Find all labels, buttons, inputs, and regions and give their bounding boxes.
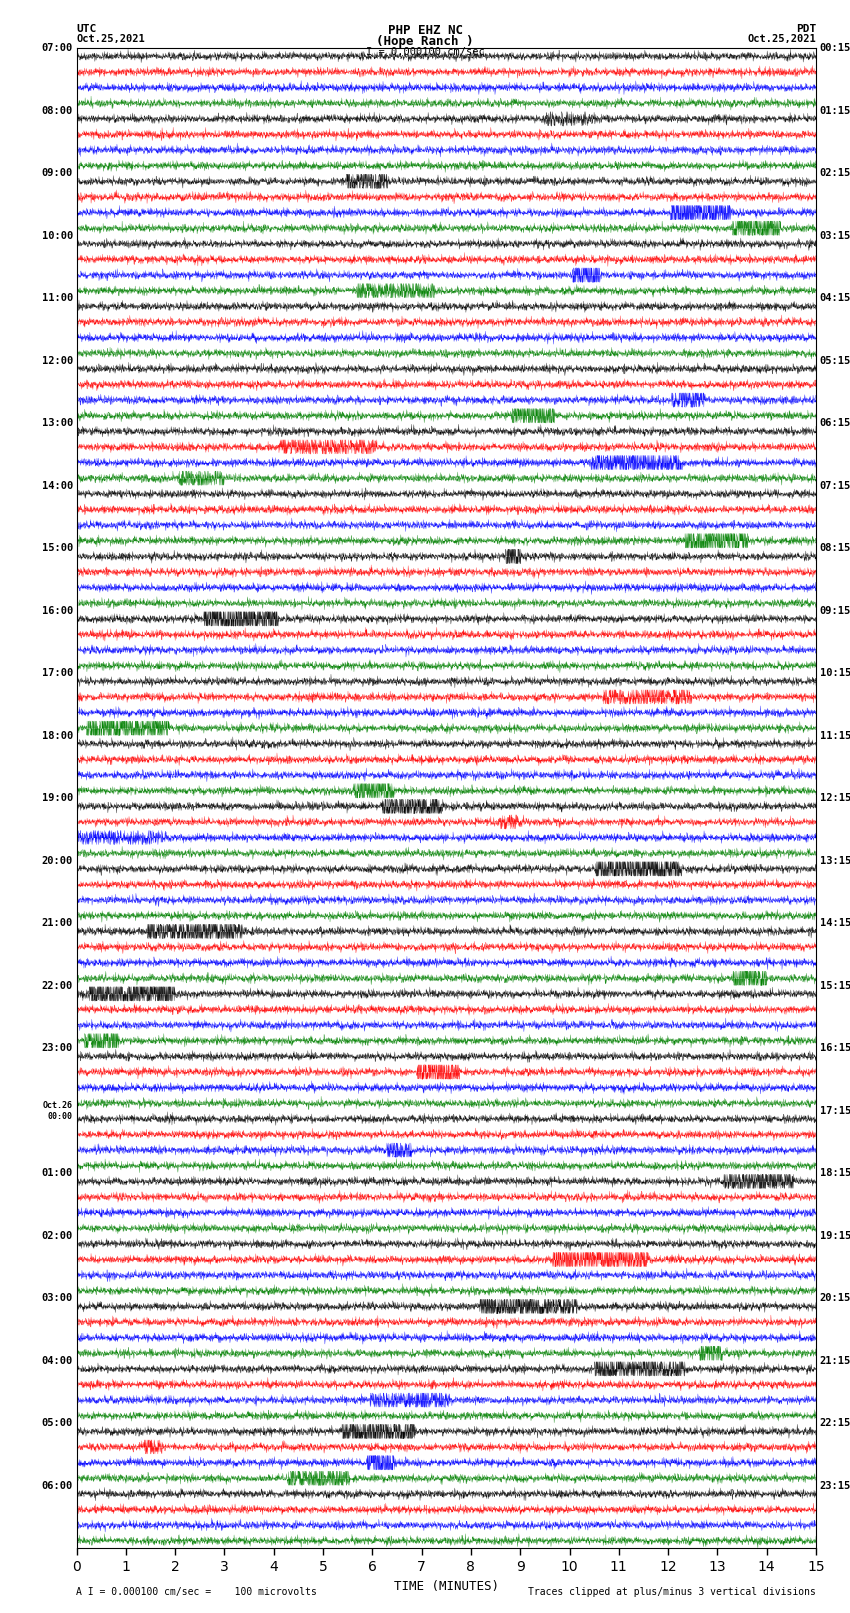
Text: 11:15: 11:15: [819, 731, 850, 740]
Text: 21:15: 21:15: [819, 1357, 850, 1366]
Text: 20:15: 20:15: [819, 1294, 850, 1303]
Text: 03:15: 03:15: [819, 231, 850, 240]
Text: A I = 0.000100 cm/sec =    100 microvolts: A I = 0.000100 cm/sec = 100 microvolts: [76, 1587, 317, 1597]
Text: 13:15: 13:15: [819, 857, 850, 866]
Text: (Hope Ranch ): (Hope Ranch ): [377, 35, 473, 48]
X-axis label: TIME (MINUTES): TIME (MINUTES): [394, 1579, 499, 1594]
Text: 22:00: 22:00: [42, 981, 73, 990]
Text: 14:15: 14:15: [819, 918, 850, 929]
Text: 10:15: 10:15: [819, 668, 850, 679]
Text: 05:00: 05:00: [42, 1418, 73, 1429]
Text: 17:15: 17:15: [819, 1107, 850, 1116]
Text: 04:15: 04:15: [819, 294, 850, 303]
Text: PDT: PDT: [796, 24, 816, 34]
Text: 01:00: 01:00: [42, 1168, 73, 1179]
Text: 18:15: 18:15: [819, 1168, 850, 1179]
Text: 18:00: 18:00: [42, 731, 73, 740]
Text: 23:00: 23:00: [42, 1044, 73, 1053]
Text: Oct.25,2021: Oct.25,2021: [747, 34, 816, 44]
Text: 13:00: 13:00: [42, 418, 73, 429]
Text: 16:00: 16:00: [42, 606, 73, 616]
Text: 12:00: 12:00: [42, 356, 73, 366]
Text: UTC: UTC: [76, 24, 97, 34]
Text: 20:00: 20:00: [42, 857, 73, 866]
Text: 12:15: 12:15: [819, 794, 850, 803]
Text: Oct.26
00:00: Oct.26 00:00: [42, 1102, 73, 1121]
Text: 02:15: 02:15: [819, 168, 850, 179]
Text: Traces clipped at plus/minus 3 vertical divisions: Traces clipped at plus/minus 3 vertical …: [528, 1587, 816, 1597]
Text: 03:00: 03:00: [42, 1294, 73, 1303]
Text: I = 0.000100 cm/sec: I = 0.000100 cm/sec: [366, 47, 484, 56]
Text: 23:15: 23:15: [819, 1481, 850, 1490]
Text: 14:00: 14:00: [42, 481, 73, 490]
Text: 02:00: 02:00: [42, 1231, 73, 1240]
Text: 22:15: 22:15: [819, 1418, 850, 1429]
Text: 04:00: 04:00: [42, 1357, 73, 1366]
Text: 11:00: 11:00: [42, 294, 73, 303]
Text: 15:00: 15:00: [42, 544, 73, 553]
Text: 09:00: 09:00: [42, 168, 73, 179]
Text: 10:00: 10:00: [42, 231, 73, 240]
Text: 01:15: 01:15: [819, 106, 850, 116]
Text: 08:15: 08:15: [819, 544, 850, 553]
Text: 06:00: 06:00: [42, 1481, 73, 1490]
Text: 06:15: 06:15: [819, 418, 850, 429]
Text: 19:15: 19:15: [819, 1231, 850, 1240]
Text: PHP EHZ NC: PHP EHZ NC: [388, 24, 462, 37]
Text: 05:15: 05:15: [819, 356, 850, 366]
Text: 21:00: 21:00: [42, 918, 73, 929]
Text: 07:00: 07:00: [42, 44, 73, 53]
Text: 17:00: 17:00: [42, 668, 73, 679]
Text: 19:00: 19:00: [42, 794, 73, 803]
Text: 08:00: 08:00: [42, 106, 73, 116]
Text: 09:15: 09:15: [819, 606, 850, 616]
Text: 00:15: 00:15: [819, 44, 850, 53]
Text: 07:15: 07:15: [819, 481, 850, 490]
Text: 16:15: 16:15: [819, 1044, 850, 1053]
Text: 15:15: 15:15: [819, 981, 850, 990]
Text: Oct.25,2021: Oct.25,2021: [76, 34, 145, 44]
